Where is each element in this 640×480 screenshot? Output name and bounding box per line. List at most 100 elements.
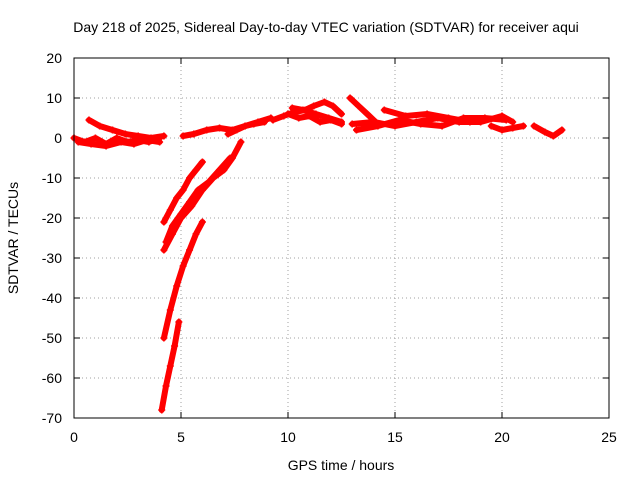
data-point — [224, 130, 232, 138]
data-point — [348, 120, 356, 128]
x-tick-label: 10 — [280, 429, 296, 445]
data-point — [241, 122, 249, 130]
data-point — [481, 114, 489, 122]
data-point — [288, 104, 296, 112]
y-tick-label: -40 — [42, 290, 62, 306]
series-trace — [347, 95, 379, 125]
data-point — [355, 102, 363, 110]
data-point — [186, 198, 194, 206]
data-point — [325, 114, 333, 122]
data-point — [541, 128, 549, 136]
data-series — [70, 94, 566, 414]
data-point — [250, 120, 258, 128]
data-point — [338, 118, 345, 126]
data-point — [312, 110, 320, 118]
data-point — [162, 238, 170, 246]
x-tick-label: 5 — [177, 429, 185, 445]
series-trace-16 — [352, 114, 510, 134]
data-point — [156, 138, 164, 146]
data-point — [173, 194, 181, 202]
data-point — [329, 102, 337, 110]
data-point — [438, 122, 446, 130]
data-point — [466, 118, 474, 126]
series-trace-17 — [380, 106, 474, 126]
data-point — [445, 114, 452, 122]
data-point — [190, 130, 198, 138]
x-tick-label: 25 — [601, 429, 617, 445]
series-trace-13 — [288, 104, 345, 126]
y-tick-label: -70 — [42, 410, 62, 426]
data-point — [237, 138, 245, 146]
data-point — [179, 186, 187, 194]
data-point — [162, 382, 170, 390]
data-point — [158, 406, 166, 414]
data-point — [299, 106, 307, 114]
data-point — [179, 262, 187, 270]
data-point — [338, 110, 345, 118]
data-point — [186, 174, 194, 182]
data-point — [166, 206, 174, 214]
data-point — [346, 94, 354, 102]
data-point — [498, 126, 506, 134]
y-tick-label: -50 — [42, 330, 62, 346]
y-axis-label: SDTVAR / TECUs — [5, 182, 21, 294]
data-point — [179, 132, 187, 140]
data-point — [166, 306, 174, 314]
x-tick-label: 15 — [387, 429, 403, 445]
data-point — [85, 116, 93, 124]
data-point — [363, 110, 371, 118]
data-point — [260, 118, 268, 126]
x-axis-tick-labels: 0 5 10 15 20 25 — [70, 429, 617, 445]
data-point — [374, 122, 382, 130]
data-point — [352, 126, 360, 134]
data-point — [198, 218, 206, 226]
data-point — [192, 230, 200, 238]
series-trace-10 — [158, 318, 183, 414]
data-point — [295, 114, 303, 122]
data-point — [74, 138, 82, 146]
series-trace — [531, 123, 565, 139]
data-point — [173, 282, 181, 290]
data-point — [269, 116, 277, 124]
data-point — [519, 122, 527, 130]
data-point — [160, 334, 168, 342]
data-point — [530, 122, 538, 130]
data-point — [87, 140, 95, 148]
data-point — [558, 126, 566, 134]
data-point — [417, 120, 425, 128]
data-point — [284, 110, 292, 118]
data-point — [205, 178, 213, 186]
data-point — [233, 126, 241, 134]
data-point — [117, 138, 125, 146]
data-point — [186, 246, 194, 254]
data-point — [91, 134, 99, 142]
data-point — [160, 132, 168, 140]
data-point — [549, 132, 557, 140]
series-trace-3 — [74, 136, 164, 150]
data-point — [171, 342, 179, 350]
x-axis-label: GPS time / hours — [288, 457, 395, 473]
y-tick-label: -60 — [42, 370, 62, 386]
y-tick-label: -10 — [42, 170, 62, 186]
series-trace — [488, 123, 527, 133]
data-point — [166, 362, 174, 370]
x-tick-label: 20 — [494, 429, 510, 445]
data-point — [143, 136, 151, 144]
data-point — [216, 124, 224, 132]
data-point — [109, 126, 117, 134]
data-point — [402, 112, 410, 120]
data-point — [130, 140, 138, 148]
plot-frame — [73, 57, 610, 419]
data-point — [168, 222, 176, 230]
series-trace — [163, 155, 234, 245]
data-point — [192, 166, 200, 174]
series-trace-18 — [487, 122, 527, 134]
data-point — [310, 102, 318, 110]
data-point — [102, 142, 110, 150]
y-tick-label: 20 — [46, 50, 62, 66]
data-point — [502, 116, 510, 124]
y-tick-label: -20 — [42, 210, 62, 226]
y-tick-label: 0 — [54, 130, 62, 146]
data-point — [160, 218, 168, 226]
